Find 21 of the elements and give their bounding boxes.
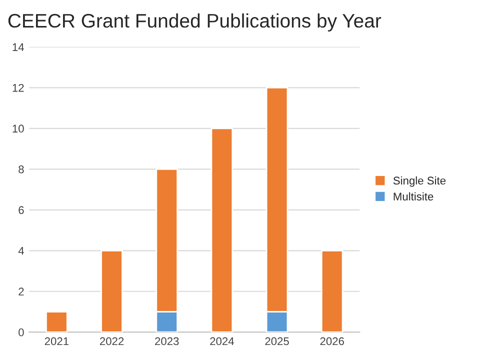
bar: [46, 311, 68, 332]
x-tick-label: 2025: [265, 337, 289, 346]
legend-label: Multisite: [394, 192, 434, 200]
bar: [320, 250, 344, 332]
y-tick-label: 4: [18, 247, 24, 255]
y-tick-label: 0: [18, 328, 24, 336]
x-tick-label: 2022: [100, 337, 124, 346]
legend-label: Single Site: [393, 176, 446, 187]
y-tick-label: 6: [18, 206, 24, 214]
chart-title: CEECR Grant Funded Publications by Year: [8, 13, 382, 32]
x-tick-label: 2023: [155, 337, 179, 346]
y-tick-label: 14: [12, 43, 24, 51]
y-tick-label: 8: [18, 165, 24, 174]
y-tick-label: 12: [12, 84, 24, 92]
x-tick-label: 2024: [210, 337, 234, 346]
bar: [100, 250, 123, 332]
x-tick-label: 2026: [320, 337, 344, 346]
bar: [210, 128, 234, 332]
x-tick-label: 2021: [44, 337, 69, 346]
y-tick-label: 10: [12, 124, 24, 133]
y-tick-label: 2: [18, 288, 24, 296]
